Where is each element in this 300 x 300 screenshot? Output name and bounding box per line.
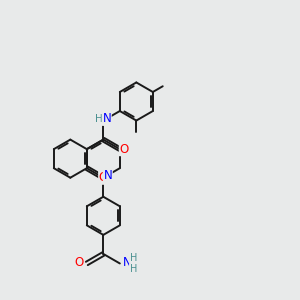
Text: H: H	[95, 114, 103, 124]
Text: O: O	[74, 256, 83, 269]
Text: H: H	[130, 253, 137, 263]
Text: N: N	[123, 256, 132, 269]
Text: H: H	[130, 264, 137, 274]
Text: O: O	[119, 142, 129, 156]
Text: N: N	[103, 169, 112, 182]
Text: N: N	[102, 112, 111, 125]
Text: O: O	[99, 171, 108, 184]
